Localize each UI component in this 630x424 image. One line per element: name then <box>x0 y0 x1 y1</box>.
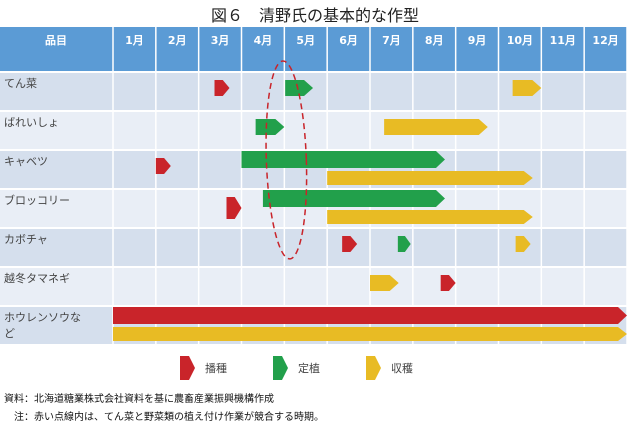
crop-schedule-chart: 品目 1月 2月 3月 4月 5月 6月 7月 8月 9月 10月 11月 12月てん菜ばれいしょキャベ… <box>0 27 628 380</box>
row-label: ブロッコリー <box>4 193 70 207</box>
month-header: 4月 <box>254 34 273 47</box>
sowing-bar <box>342 236 358 252</box>
month-header: 1月 <box>125 34 144 47</box>
month-header: 2月 <box>168 34 187 47</box>
legend-label: 定植 <box>298 361 320 375</box>
harvest-bar <box>515 236 531 252</box>
harvest-bar <box>113 327 627 341</box>
month-header: 9月 <box>468 34 487 47</box>
harvest-bar <box>384 119 488 135</box>
planting-bar <box>255 119 285 135</box>
legend-sowing-icon <box>180 356 195 380</box>
footnote: 注：赤い点線内は、てん菜と野菜類の植え付け作業が競合する時期。 <box>4 412 324 423</box>
row-label: 越冬タマネギ <box>4 271 70 285</box>
month-header: 8月 <box>425 34 444 47</box>
legend-label: 播種 <box>205 361 227 375</box>
month-header: 10月 <box>507 34 533 47</box>
month-header: 12月 <box>592 34 618 47</box>
planting-bar <box>262 190 445 207</box>
harvest-bar <box>327 210 533 224</box>
planting-bar <box>241 151 445 168</box>
row-background <box>0 228 627 267</box>
legend-label: 収穫 <box>391 362 413 375</box>
month-header: 5月 <box>296 34 315 47</box>
row-label: カボチャ <box>4 233 48 246</box>
row-label: ホウレンソウな <box>4 311 81 324</box>
harvest-bar <box>370 275 399 291</box>
row-background <box>0 111 627 150</box>
sowing-bar <box>226 197 242 219</box>
planting-bar <box>285 80 314 96</box>
month-header: 3月 <box>211 34 230 47</box>
header-item-label: 品目 <box>45 34 67 47</box>
sowing-bar <box>214 80 230 96</box>
row-label: キャベツ <box>4 155 48 168</box>
harvest-bar <box>512 80 542 96</box>
legend-planting-icon <box>273 356 288 380</box>
row-background <box>0 267 627 306</box>
row-label: ばれいしょ <box>4 116 59 129</box>
legend-harvest-icon <box>366 356 381 380</box>
conflict-period-highlight <box>265 60 308 260</box>
month-header: 7月 <box>382 34 401 47</box>
figure-title: 図６ 清野氏の基本的な作型 <box>210 6 419 25</box>
sowing-bar <box>440 275 456 291</box>
header-row <box>0 27 627 72</box>
harvest-bar <box>327 171 533 185</box>
month-header: 11月 <box>550 34 576 47</box>
source-note: 資料：北海道糖業株式会社資料を基に農畜産業振興機構作成 <box>4 394 274 405</box>
sowing-bar <box>113 307 627 324</box>
month-header: 6月 <box>339 34 358 47</box>
sowing-bar <box>155 158 171 174</box>
row-label: ど <box>4 327 15 340</box>
planting-bar <box>397 236 411 252</box>
row-label: てん菜 <box>4 77 37 90</box>
